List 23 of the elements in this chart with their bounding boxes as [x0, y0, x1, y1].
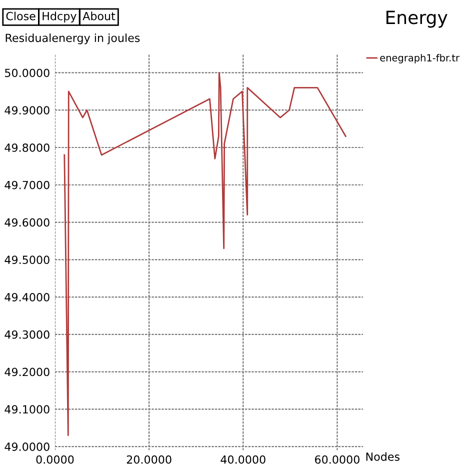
y-axis-title: Residualenergy in joules	[6, 33, 140, 44]
text: Energy	[386, 10, 448, 28]
legend-label: enegraph1-fbr.tr	[380, 54, 460, 64]
line-series	[64, 72, 346, 436]
y-tick-label: 49.1000	[4, 405, 50, 414]
y-tick-label: 49.7000	[4, 180, 50, 190]
y-tick-label: 49.2000	[4, 368, 50, 376]
y-tick-label: 50.0000	[5, 68, 50, 78]
y-tick-label: 49.3000	[4, 330, 50, 339]
text: About	[82, 12, 116, 20]
x-tick-label: 60.0000	[315, 455, 360, 464]
y-tick-label: 49.8000	[4, 143, 50, 152]
y-tick-label: 49.6000	[4, 218, 50, 227]
text: Close	[6, 12, 36, 20]
x-tick-label: 0.0000	[36, 455, 74, 464]
y-tick-label: 49.9000	[4, 106, 50, 114]
x-tick-label: 40.0000	[220, 455, 266, 464]
x-tick-label: 20.0000	[126, 455, 172, 464]
text: Hdcpy	[42, 12, 76, 22]
y-tick-label: 49.4000	[4, 293, 50, 302]
y-tick-label: 49.5000	[4, 256, 50, 264]
x-axis-title: Nodes	[366, 452, 400, 461]
y-tick-label: 49.0000	[4, 442, 50, 451]
